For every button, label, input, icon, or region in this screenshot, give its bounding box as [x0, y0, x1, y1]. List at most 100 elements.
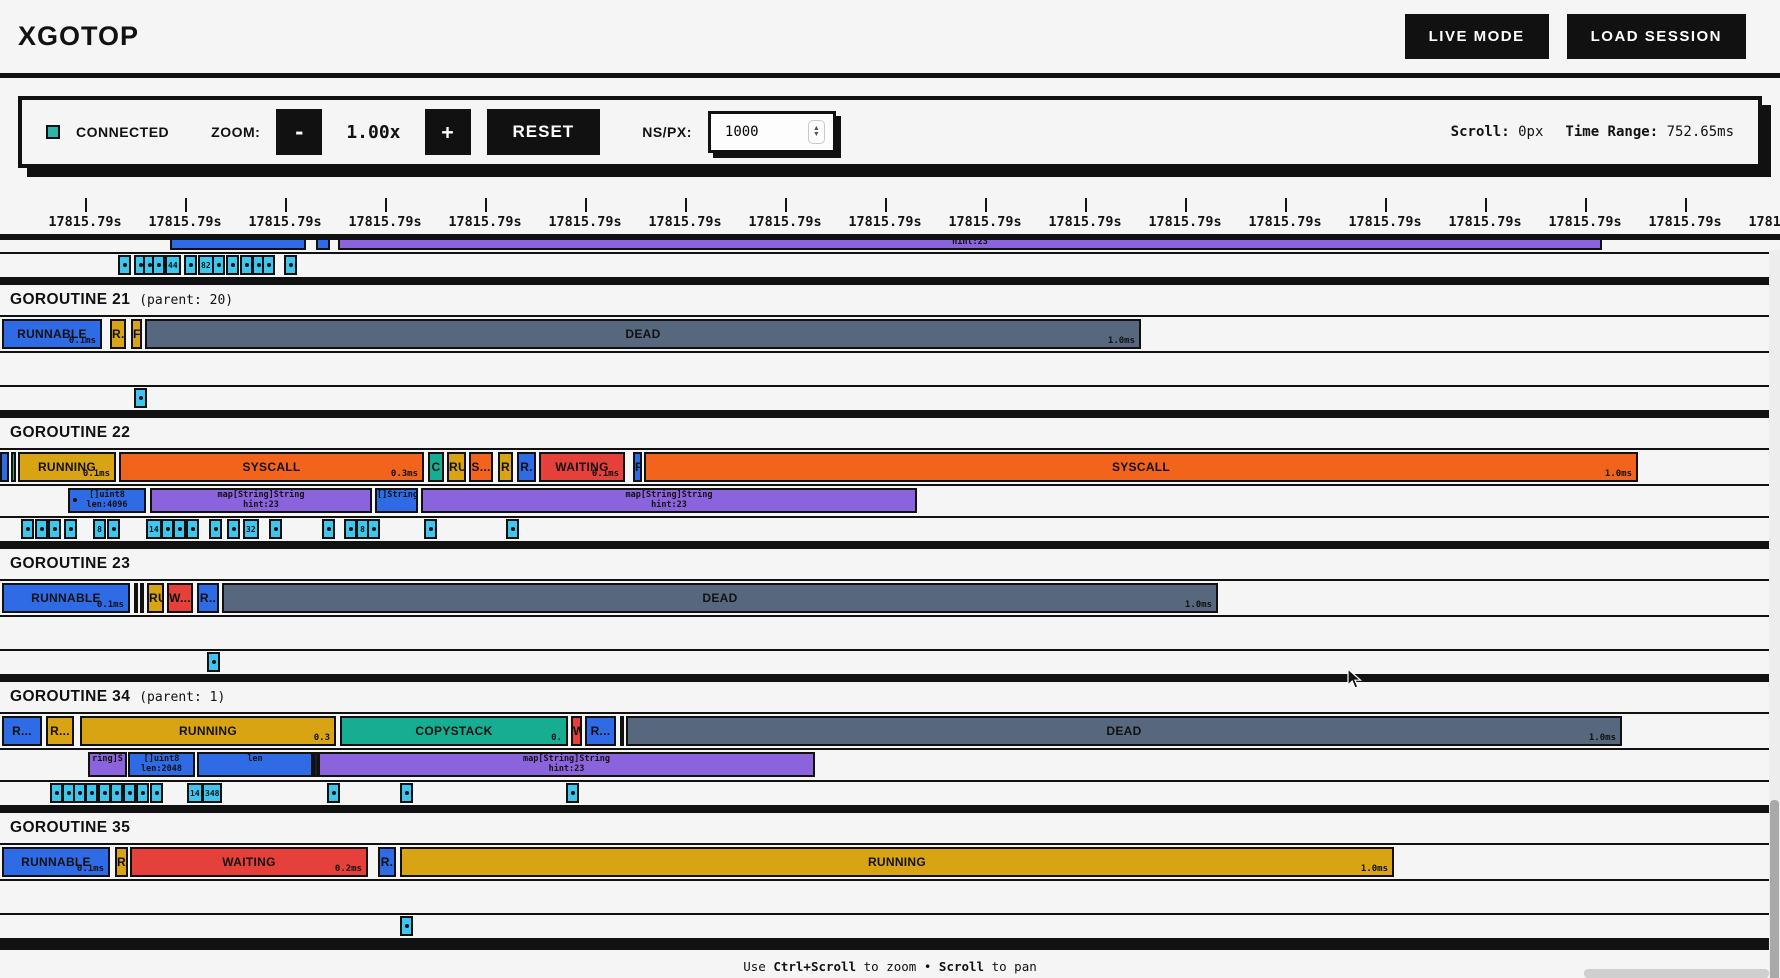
event-marker[interactable]	[136, 783, 149, 803]
event-marker[interactable]	[424, 519, 437, 539]
state-segment[interactable]: RUNNING 1.0ms	[400, 847, 1394, 877]
event-marker[interactable]: 14	[187, 783, 203, 803]
state-segment[interactable]	[620, 716, 624, 746]
event-marker[interactable]	[227, 519, 240, 539]
event-marker[interactable]	[506, 519, 519, 539]
event-marker[interactable]: 44	[165, 255, 181, 275]
state-segment[interactable]: DEAD 1.0ms	[626, 716, 1622, 746]
state-segment[interactable]: W	[571, 716, 582, 746]
state-segment[interactable]: RUNNABLE 0.1ms	[2, 847, 110, 877]
event-marker[interactable]	[48, 519, 61, 539]
state-segment[interactable]: R.	[110, 319, 126, 349]
event-marker[interactable]	[150, 783, 163, 803]
nspx-input[interactable]	[724, 124, 795, 140]
state-segment[interactable]: WAITING 0.1ms	[539, 452, 625, 482]
state-segment[interactable]: R.	[378, 847, 396, 877]
event-marker[interactable]	[107, 519, 120, 539]
event-marker[interactable]: 14	[146, 519, 162, 539]
state-segment[interactable]: COPYSTACK 0.	[340, 716, 568, 746]
state-segment[interactable]: RU	[447, 452, 466, 482]
vertical-scrollbar-thumb[interactable]	[1770, 800, 1779, 978]
state-segment[interactable]: DEAD 1.0ms	[145, 319, 1141, 349]
vertical-scrollbar[interactable]	[1769, 250, 1780, 978]
event-marker[interactable]	[64, 519, 77, 539]
horizontal-scrollbar-thumb[interactable]	[1584, 969, 1769, 978]
event-marker[interactable]	[173, 519, 186, 539]
state-segment[interactable]: W...	[167, 583, 193, 613]
state-segment[interactable]: R	[498, 452, 513, 482]
event-marker[interactable]: 8	[93, 519, 106, 539]
state-label: R...	[50, 724, 70, 738]
event-marker[interactable]	[21, 519, 34, 539]
axis-tick-label: 17815.79s	[748, 214, 822, 230]
state-segment[interactable]: C	[428, 452, 444, 482]
event-marker[interactable]	[35, 519, 48, 539]
heap-span[interactable]	[316, 240, 330, 250]
event-marker[interactable]	[367, 519, 380, 539]
state-segment[interactable]: R...	[2, 716, 42, 746]
state-segment[interactable]: R...	[585, 716, 616, 746]
event-marker[interactable]	[186, 519, 199, 539]
event-marker[interactable]	[226, 255, 239, 275]
event-marker[interactable]	[327, 783, 340, 803]
state-segment[interactable]: RUNNABLE 0.1ms	[2, 583, 130, 613]
event-marker[interactable]	[322, 519, 335, 539]
load-session-button[interactable]: LOAD SESSION	[1566, 14, 1746, 59]
heap-span[interactable]: []uint8 len:2048	[128, 752, 195, 777]
heap-span[interactable]	[170, 240, 306, 250]
heap-span[interactable]: len	[197, 752, 313, 777]
event-marker[interactable]	[566, 783, 579, 803]
state-segment[interactable]: F	[131, 319, 142, 349]
zoom-in-button[interactable]: +	[424, 109, 471, 155]
state-segment[interactable]: R..	[197, 583, 219, 613]
state-segment[interactable]: DEAD 1.0ms	[222, 583, 1218, 613]
event-marker[interactable]	[207, 652, 220, 672]
event-marker[interactable]	[118, 255, 131, 275]
reset-button[interactable]: RESET	[486, 109, 601, 155]
state-label: R	[117, 855, 126, 869]
state-segment[interactable]	[0, 452, 9, 482]
event-marker[interactable]	[85, 783, 98, 803]
state-segment[interactable]: R	[115, 847, 128, 877]
state-segment[interactable]: S...	[469, 452, 493, 482]
event-marker[interactable]	[262, 255, 275, 275]
state-segment[interactable]	[134, 583, 138, 613]
event-marker[interactable]: 348	[202, 783, 223, 803]
event-marker[interactable]	[209, 519, 222, 539]
event-marker[interactable]	[284, 255, 297, 275]
event-marker[interactable]	[400, 783, 413, 803]
state-segment[interactable]: RUNNING 0.3	[80, 716, 336, 746]
state-segment[interactable]: F	[633, 452, 642, 482]
event-marker[interactable]	[123, 783, 136, 803]
event-marker[interactable]	[184, 255, 197, 275]
heap-span[interactable]: []uint8 len:4096	[68, 488, 146, 513]
zoom-out-button[interactable]: -	[276, 109, 323, 155]
state-segment[interactable]: SYSCALL 0.3ms	[119, 452, 424, 482]
state-segment[interactable]: RU	[147, 583, 164, 613]
heap-span[interactable]: ring]S	[88, 752, 127, 777]
state-segment[interactable]: R.	[517, 452, 536, 482]
heap-span[interactable]: []String	[375, 488, 418, 513]
state-segment[interactable]	[11, 452, 16, 482]
event-marker[interactable]	[269, 519, 282, 539]
event-marker[interactable]	[212, 255, 225, 275]
stepper-arrows-icon[interactable]: ▲ ▼	[807, 120, 825, 144]
event-marker[interactable]	[134, 388, 147, 408]
event-marker[interactable]	[110, 783, 123, 803]
live-mode-button[interactable]: LIVE MODE	[1404, 14, 1549, 59]
state-segment[interactable]	[140, 583, 144, 613]
event-marker[interactable]	[400, 916, 413, 936]
event-marker[interactable]	[152, 255, 165, 275]
state-segment[interactable]: RUNNABLE 0.1ms	[2, 319, 102, 349]
state-segment[interactable]: R...	[46, 716, 74, 746]
event-marker[interactable]: 32	[243, 519, 259, 539]
state-segment[interactable]: RUNNING 0.1ms	[18, 452, 116, 482]
state-segment[interactable]: WAITING 0.2ms	[130, 847, 368, 877]
state-segment[interactable]: SYSCALL 1.0ms	[644, 452, 1638, 482]
